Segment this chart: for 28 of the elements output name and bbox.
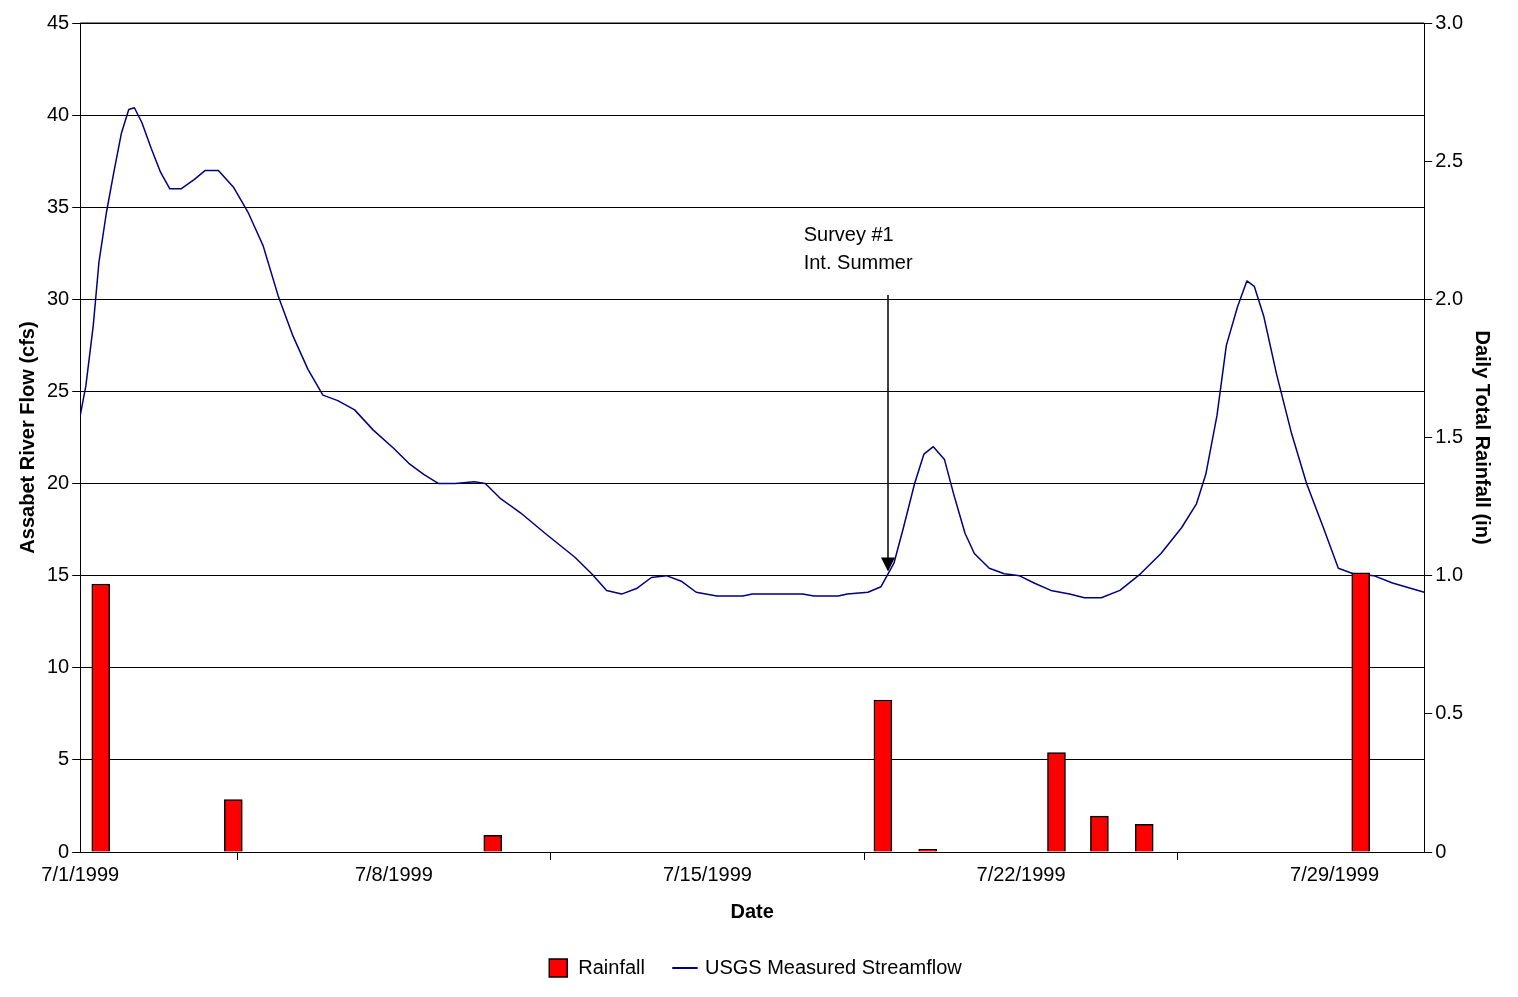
- y-tick-label: 10: [47, 655, 70, 678]
- x-tick-label: 7/1/1999: [41, 862, 120, 885]
- legend-label: USGS Measured Streamflow: [704, 955, 963, 978]
- annotation: Survey #1 Int. Summer: [803, 223, 913, 273]
- x-axis-title: Date: [730, 899, 774, 922]
- x-tick-label: 7/8/1999: [354, 862, 433, 885]
- y-tick-label: 30: [47, 286, 70, 309]
- y-tick-label: 20: [47, 471, 70, 494]
- x-tick-label: 7/29/1999: [1290, 862, 1380, 885]
- y-tick-label: 15: [47, 563, 70, 586]
- y2-tick-label: 1.5: [1435, 425, 1464, 448]
- legend-label: Rainfall: [578, 955, 645, 978]
- y-tick-label: 0: [58, 839, 70, 862]
- y2-tick-label: 0.5: [1435, 701, 1464, 724]
- y-tick-label: 25: [47, 378, 70, 401]
- y-tick-label: 45: [47, 10, 70, 33]
- y2-tick-label: 2.5: [1435, 148, 1464, 171]
- y-axis-title: Assabet River Flow (cfs): [15, 321, 38, 554]
- y2-tick-label: 0: [1435, 839, 1447, 862]
- y-tick-label: 40: [47, 102, 70, 125]
- x-tick-label: 7/22/1999: [976, 862, 1066, 885]
- y-tick-label: 5: [58, 747, 70, 770]
- y-tick-label: 35: [47, 194, 70, 217]
- x-tick-label: 7/15/1999: [662, 862, 752, 885]
- y2-axis-title: Daily Total Rainfall (in): [1472, 330, 1495, 545]
- y2-tick-label: 1.0: [1435, 563, 1464, 586]
- y2-tick-label: 2.0: [1435, 286, 1464, 309]
- y2-tick-label: 3.0: [1435, 10, 1464, 33]
